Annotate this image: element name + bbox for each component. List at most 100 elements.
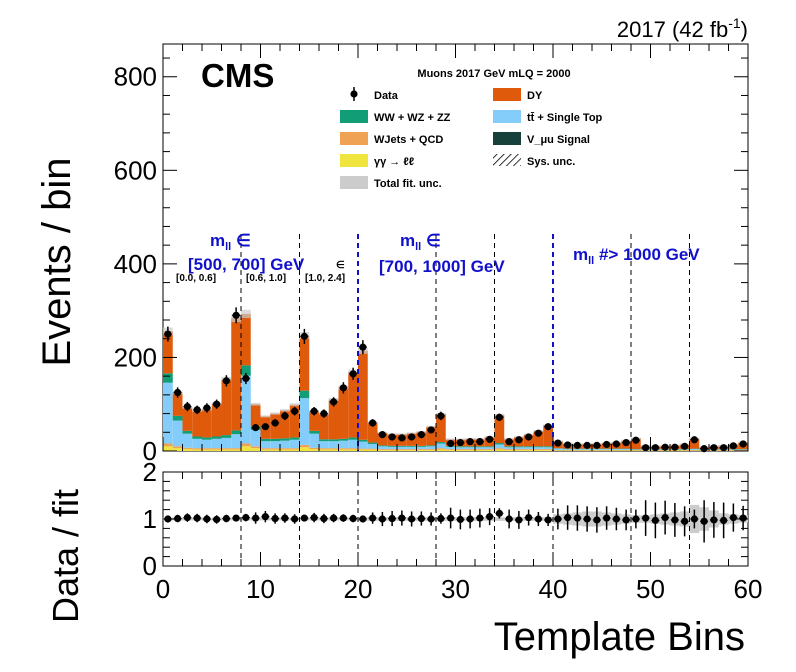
data-point bbox=[203, 404, 211, 412]
legend-entry: WW + WZ + ZZ bbox=[340, 110, 451, 124]
bar bbox=[358, 439, 368, 442]
bar bbox=[436, 443, 446, 449]
legend-entry: Data bbox=[350, 87, 399, 102]
x-tick-label: 60 bbox=[734, 574, 763, 604]
bar bbox=[348, 448, 358, 450]
ratio-point bbox=[222, 514, 230, 523]
bar bbox=[280, 438, 290, 441]
bar bbox=[475, 447, 485, 450]
bar bbox=[484, 447, 495, 450]
bar bbox=[455, 447, 466, 450]
ratio-points bbox=[163, 500, 748, 543]
ratio-point bbox=[261, 513, 269, 521]
bar bbox=[348, 371, 358, 438]
data-point bbox=[729, 442, 737, 450]
bar bbox=[455, 450, 466, 451]
legend-title: Muons 2017 GeV mLQ = 2000 bbox=[417, 68, 570, 80]
ratio-point bbox=[690, 515, 698, 523]
x-tick-label: 20 bbox=[344, 574, 373, 604]
data-point bbox=[261, 423, 269, 431]
x-tick-label: 40 bbox=[539, 574, 568, 604]
bar bbox=[250, 448, 261, 451]
bar bbox=[202, 437, 212, 440]
bar bbox=[299, 447, 310, 451]
region2-label-line2: [700, 1000] GeV bbox=[379, 257, 505, 276]
ratio-point bbox=[456, 515, 464, 524]
bar bbox=[387, 449, 397, 451]
region1-label-line2: [500, 700] GeV bbox=[188, 255, 305, 274]
y-axis-title-ratio: Data / fit bbox=[45, 489, 86, 623]
legend-label: Total fit. unc. bbox=[374, 178, 442, 190]
legend-swatch bbox=[340, 176, 368, 189]
x-tick-label: 50 bbox=[636, 574, 665, 604]
bar bbox=[416, 446, 427, 450]
data-point bbox=[281, 412, 289, 420]
ratio-point bbox=[330, 514, 338, 522]
bar bbox=[455, 446, 466, 448]
data-point bbox=[681, 442, 689, 450]
bar bbox=[533, 430, 544, 447]
bar bbox=[270, 441, 280, 449]
legend-swatch bbox=[493, 132, 521, 145]
bar bbox=[280, 410, 290, 439]
ratio-point bbox=[417, 514, 425, 523]
data-point bbox=[456, 438, 464, 447]
bar bbox=[338, 438, 349, 441]
bar bbox=[319, 413, 329, 440]
bar bbox=[514, 446, 524, 448]
ratio-point bbox=[359, 515, 367, 523]
bar bbox=[367, 443, 378, 449]
ratio-unc bbox=[494, 517, 505, 521]
data-point bbox=[427, 426, 435, 434]
data-point bbox=[515, 436, 523, 444]
subregion-annotations: [0.0, 0.6] [0.6, 1.0] ∈ [1.0, 2.4] bbox=[176, 260, 345, 284]
bar bbox=[299, 398, 310, 445]
bar bbox=[543, 446, 553, 448]
data-point bbox=[437, 412, 445, 420]
subregion-c-prefix: ∈ bbox=[336, 260, 345, 271]
bar bbox=[504, 447, 514, 450]
bar bbox=[182, 449, 193, 451]
bar bbox=[202, 409, 212, 438]
ratio-point bbox=[242, 513, 250, 522]
fit-unc bbox=[241, 309, 251, 319]
bar bbox=[221, 378, 232, 436]
fit-unc bbox=[280, 409, 290, 412]
fit-unc bbox=[289, 403, 300, 407]
data-point bbox=[534, 429, 542, 437]
ratio-point bbox=[174, 514, 182, 523]
bar bbox=[397, 449, 407, 451]
bar bbox=[338, 448, 349, 450]
data-point bbox=[417, 431, 425, 439]
bar bbox=[211, 448, 222, 450]
data-point bbox=[671, 443, 679, 451]
fit-unc-band-ratio bbox=[163, 504, 748, 534]
ratio-point bbox=[593, 516, 601, 524]
ratio-point bbox=[349, 514, 357, 523]
ratio-point bbox=[564, 513, 572, 522]
ratio-point bbox=[573, 514, 581, 522]
bar bbox=[523, 446, 534, 448]
ratio-point bbox=[720, 516, 728, 525]
bar bbox=[172, 415, 183, 421]
bar bbox=[387, 445, 397, 447]
bar bbox=[553, 448, 563, 451]
bar bbox=[582, 449, 592, 451]
bar bbox=[689, 449, 700, 451]
ratio-point bbox=[300, 514, 308, 522]
bar bbox=[319, 441, 329, 449]
ratio-point bbox=[271, 514, 279, 523]
bar bbox=[338, 449, 349, 451]
legend-swatch bbox=[340, 132, 368, 145]
ratio-point bbox=[281, 514, 289, 522]
ratio-point bbox=[486, 513, 494, 521]
y-tick-label: 200 bbox=[114, 342, 157, 372]
ratio-point bbox=[515, 516, 523, 524]
ratio-point bbox=[525, 513, 533, 522]
bar bbox=[543, 450, 553, 451]
bar bbox=[280, 440, 290, 449]
bar bbox=[358, 441, 368, 449]
bar bbox=[436, 414, 446, 443]
data-point bbox=[339, 384, 347, 392]
legend-label: γγ → ℓℓ bbox=[374, 156, 414, 168]
